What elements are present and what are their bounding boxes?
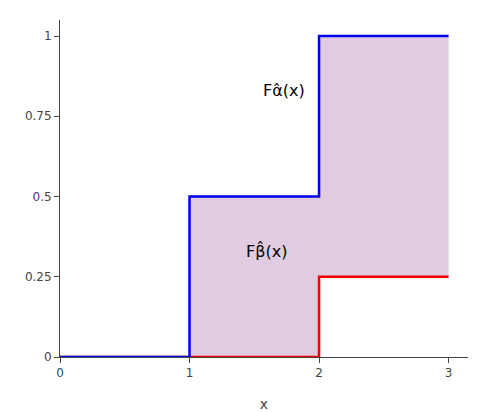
svg-text:0: 0: [44, 350, 52, 364]
svg-text:0: 0: [56, 366, 64, 380]
svg-text:Fα̂(x): Fα̂(x): [263, 81, 305, 100]
svg-text:3: 3: [445, 366, 453, 380]
svg-text:Fβ̂(x): Fβ̂(x): [246, 241, 287, 261]
svg-text:1: 1: [186, 366, 194, 380]
svg-text:0.25: 0.25: [25, 270, 52, 284]
svg-text:2: 2: [315, 366, 323, 380]
svg-text:0.75: 0.75: [25, 109, 52, 123]
svg-text:x: x: [260, 396, 268, 412]
svg-text:1: 1: [44, 29, 52, 43]
svg-text:0.5: 0.5: [33, 190, 52, 204]
